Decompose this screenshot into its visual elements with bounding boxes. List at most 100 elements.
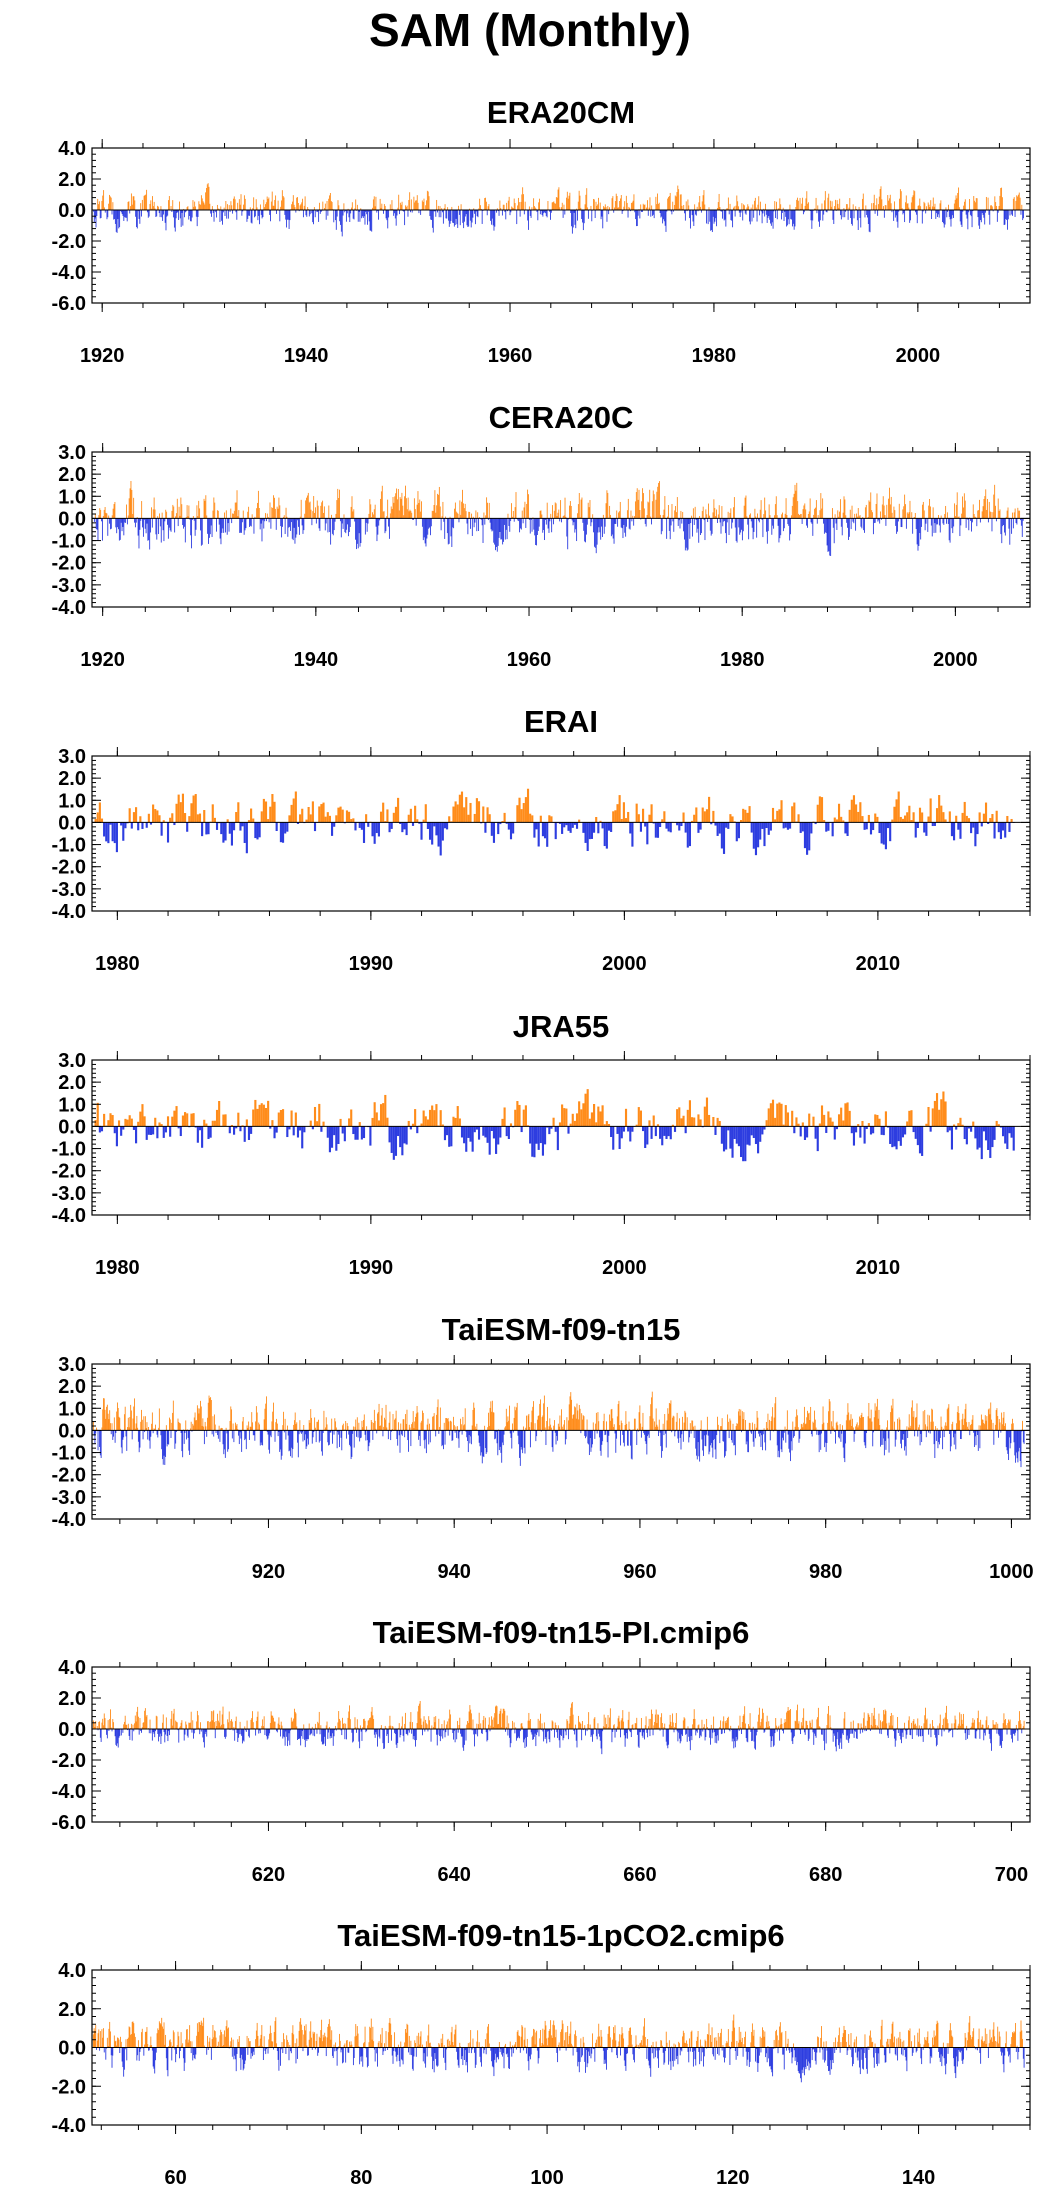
- bar: [376, 210, 378, 213]
- bar: [625, 195, 627, 210]
- bar: [883, 1430, 885, 1456]
- bar: [475, 1429, 477, 1431]
- bar: [190, 1421, 192, 1431]
- bar: [819, 1430, 821, 1435]
- bar: [136, 210, 137, 228]
- bar: [205, 192, 207, 210]
- bar: [876, 493, 878, 519]
- bar: [581, 210, 583, 219]
- bar: [648, 814, 651, 823]
- bar: [757, 822, 760, 848]
- bar: [814, 822, 817, 825]
- bar: [603, 1124, 606, 1127]
- bar: [419, 1430, 421, 1447]
- bar: [207, 518, 209, 534]
- bar: [301, 202, 303, 210]
- bar: [172, 504, 174, 519]
- bar: [950, 822, 954, 837]
- bar: [98, 204, 99, 210]
- bar: [362, 822, 366, 843]
- bar: [339, 806, 342, 823]
- bar: [688, 1100, 691, 1127]
- bar: [600, 1430, 602, 1456]
- bar: [428, 822, 432, 840]
- bar: [404, 496, 406, 519]
- bar: [136, 517, 138, 519]
- bar: [267, 1430, 269, 1435]
- bar: [190, 518, 192, 536]
- bar: [383, 210, 384, 214]
- bar: [268, 1430, 270, 1450]
- bar: [443, 822, 447, 829]
- bar: [377, 518, 379, 535]
- bar: [754, 1126, 758, 1145]
- bar: [613, 518, 615, 544]
- bar: [411, 210, 413, 213]
- bar: [574, 1407, 576, 1431]
- bar: [432, 1416, 434, 1431]
- bar: [348, 210, 350, 218]
- bar: [639, 1110, 642, 1127]
- bar: [303, 205, 305, 210]
- bar: [396, 1430, 398, 1439]
- bar: [840, 518, 842, 527]
- bar: [374, 504, 376, 519]
- bar: [852, 1427, 854, 1431]
- bar: [230, 201, 232, 210]
- bar: [815, 197, 817, 210]
- bar: [879, 518, 881, 524]
- bar: [1012, 198, 1014, 210]
- bar: [643, 493, 644, 519]
- bar: [1015, 1430, 1017, 1453]
- bar: [831, 822, 834, 837]
- bar: [543, 210, 545, 214]
- bar: [766, 518, 767, 532]
- bar: [614, 201, 616, 210]
- bar: [254, 516, 256, 519]
- bar: [883, 1430, 885, 1439]
- bar: [991, 1429, 993, 1431]
- bar: [234, 199, 236, 210]
- bar: [805, 198, 807, 210]
- bar: [691, 1420, 693, 1431]
- bar: [967, 1428, 969, 1431]
- bar: [631, 822, 634, 847]
- bar: [795, 490, 797, 519]
- bar: [402, 505, 404, 519]
- bar: [191, 1430, 193, 1432]
- bar: [929, 798, 932, 823]
- bar: [196, 814, 199, 823]
- bar: [330, 1126, 334, 1148]
- bar: [894, 510, 896, 519]
- bar: [492, 1126, 496, 1139]
- bar: [549, 210, 551, 212]
- bar: [175, 1430, 177, 1432]
- bar: [632, 515, 634, 519]
- bar: [179, 201, 180, 210]
- bar: [930, 506, 931, 519]
- bar: [257, 210, 259, 221]
- bar: [385, 518, 387, 532]
- bar: [507, 822, 510, 830]
- bar: [405, 1423, 407, 1431]
- bar: [175, 210, 177, 219]
- bar: [243, 195, 245, 210]
- bar: [561, 518, 562, 523]
- bar: [206, 184, 208, 210]
- bar: [514, 507, 516, 519]
- bar: [979, 518, 981, 523]
- bar: [101, 200, 103, 210]
- bar: [129, 488, 131, 519]
- bar: [886, 1427, 888, 1431]
- bar: [893, 506, 895, 519]
- bar: [652, 1115, 655, 1127]
- bar: [144, 195, 146, 210]
- bar: [887, 1420, 888, 1431]
- bar: [790, 1430, 791, 1462]
- bar: [297, 197, 298, 210]
- bar: [722, 1430, 724, 1442]
- bar: [340, 210, 341, 225]
- bar: [121, 1430, 123, 1454]
- bar: [528, 494, 529, 519]
- bar: [297, 1430, 299, 1458]
